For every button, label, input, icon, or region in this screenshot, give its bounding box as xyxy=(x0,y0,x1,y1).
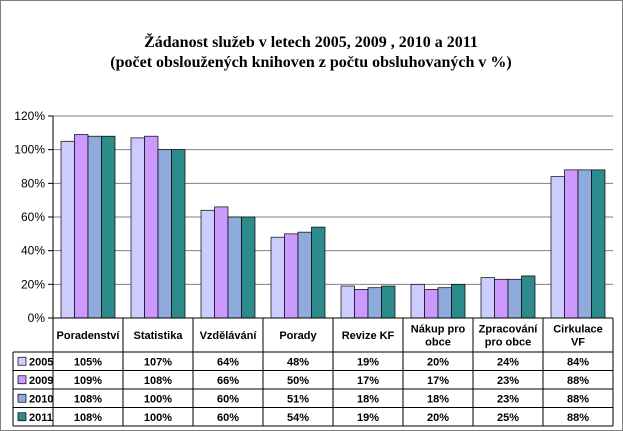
bar-2011 xyxy=(171,149,186,319)
data-label: 25% xyxy=(497,412,519,424)
bar-2010 xyxy=(297,231,312,319)
data-label: 17% xyxy=(427,375,449,387)
bar-2010 xyxy=(227,216,242,319)
y-tick-label: 100% xyxy=(14,143,45,157)
data-label: 18% xyxy=(357,393,379,405)
data-label: 19% xyxy=(357,412,379,424)
bar-2005 xyxy=(340,285,355,319)
data-label: 84% xyxy=(567,356,589,368)
y-tick-label: 0% xyxy=(28,311,46,325)
data-label: 23% xyxy=(497,375,519,387)
bar-2005 xyxy=(550,176,565,319)
category-label: Cirkulace xyxy=(553,324,603,336)
y-tick-label: 60% xyxy=(21,210,45,224)
y-tick-label: 40% xyxy=(21,244,45,258)
data-label: 20% xyxy=(427,356,449,368)
data-label: 105% xyxy=(74,356,102,368)
legend-key-2005 xyxy=(17,356,27,366)
data-label: 19% xyxy=(357,356,379,368)
category-label: VF xyxy=(571,337,585,349)
bar-2011 xyxy=(311,226,326,319)
bar-2011 xyxy=(451,283,466,319)
bar-2011 xyxy=(591,169,606,319)
data-label: 107% xyxy=(144,356,172,368)
bar-2005 xyxy=(480,277,495,319)
legend-key-2011 xyxy=(17,412,27,422)
data-label: 48% xyxy=(287,356,309,368)
data-label: 24% xyxy=(497,356,519,368)
data-label: 64% xyxy=(217,356,239,368)
data-label: 108% xyxy=(144,375,172,387)
bar-2009 xyxy=(284,233,299,319)
data-table: Poradenství Statistika Vzdělávání Porady Rev… xyxy=(12,317,614,427)
bar-2009 xyxy=(214,206,229,319)
bar-2009 xyxy=(564,169,579,319)
data-label: 108% xyxy=(74,412,102,424)
category-label: Revize KF xyxy=(342,330,395,342)
data-label: 18% xyxy=(427,393,449,405)
category-label: obce xyxy=(425,337,451,349)
category-label: Zpracování xyxy=(479,324,539,336)
bar-2005 xyxy=(200,209,215,319)
bar-2010 xyxy=(437,287,452,319)
chart-title-line-2: (počet obsloužených knihoven z počtu obs… xyxy=(110,54,511,71)
data-label: 60% xyxy=(217,412,239,424)
bar-2011 xyxy=(241,216,256,319)
series-name-2011: 2011 xyxy=(29,412,53,424)
data-label: 23% xyxy=(497,393,519,405)
bar-2011 xyxy=(101,135,116,319)
bar-2009 xyxy=(144,135,159,319)
bar-2010 xyxy=(367,287,382,319)
y-axis-ticks: 0% 20% 40% 60% 80% 100% 120% xyxy=(14,109,54,325)
bar-2005 xyxy=(410,283,425,319)
series-name-2005: 2005 xyxy=(29,356,53,368)
data-label: 60% xyxy=(217,393,239,405)
bar-2011 xyxy=(381,285,396,319)
bar-2009 xyxy=(494,278,509,319)
y-tick-label: 120% xyxy=(14,109,45,123)
data-label: 20% xyxy=(427,412,449,424)
data-label: 88% xyxy=(567,375,589,387)
data-label: 51% xyxy=(287,393,309,405)
chart-title-line-1: Žádanost služeb v letech 2005, 2009 , 20… xyxy=(144,32,478,51)
y-tick-label: 80% xyxy=(21,176,45,190)
category-label: Nákup pro xyxy=(411,324,466,336)
bar-2009 xyxy=(74,134,89,319)
data-label: 50% xyxy=(287,375,309,387)
bar-2010 xyxy=(87,135,102,319)
data-label: 100% xyxy=(144,412,172,424)
data-label: 100% xyxy=(144,393,172,405)
data-label: 17% xyxy=(357,375,379,387)
bar-2005 xyxy=(270,236,285,319)
legend-key-2010 xyxy=(17,393,27,403)
data-label: 54% xyxy=(287,412,309,424)
bar-2010 xyxy=(577,169,592,319)
bar-2005 xyxy=(60,140,75,319)
category-label: Poradenství xyxy=(57,330,121,342)
data-label: 66% xyxy=(217,375,239,387)
data-label: 108% xyxy=(74,393,102,405)
bars xyxy=(60,134,606,319)
legend-key-2009 xyxy=(17,375,27,385)
bar-2011 xyxy=(521,275,536,319)
series-name-2010: 2010 xyxy=(29,393,53,405)
chart-title: Žádanost služeb v letech 2005, 2009 , 20… xyxy=(110,32,511,71)
category-label: pro obce xyxy=(485,337,531,349)
category-label: Statistika xyxy=(134,330,184,342)
bar-2009 xyxy=(354,289,369,319)
data-label: 109% xyxy=(74,375,102,387)
series-name-2009: 2009 xyxy=(29,375,53,387)
category-label: Porady xyxy=(279,330,317,342)
data-label: 88% xyxy=(567,393,589,405)
y-tick-label: 20% xyxy=(21,277,45,291)
bar-2009 xyxy=(424,289,439,319)
bar-2005 xyxy=(130,137,145,319)
data-label: 88% xyxy=(567,412,589,424)
bar-2010 xyxy=(157,149,172,319)
category-label: Vzdělávání xyxy=(200,330,258,342)
bar-2010 xyxy=(507,278,522,319)
